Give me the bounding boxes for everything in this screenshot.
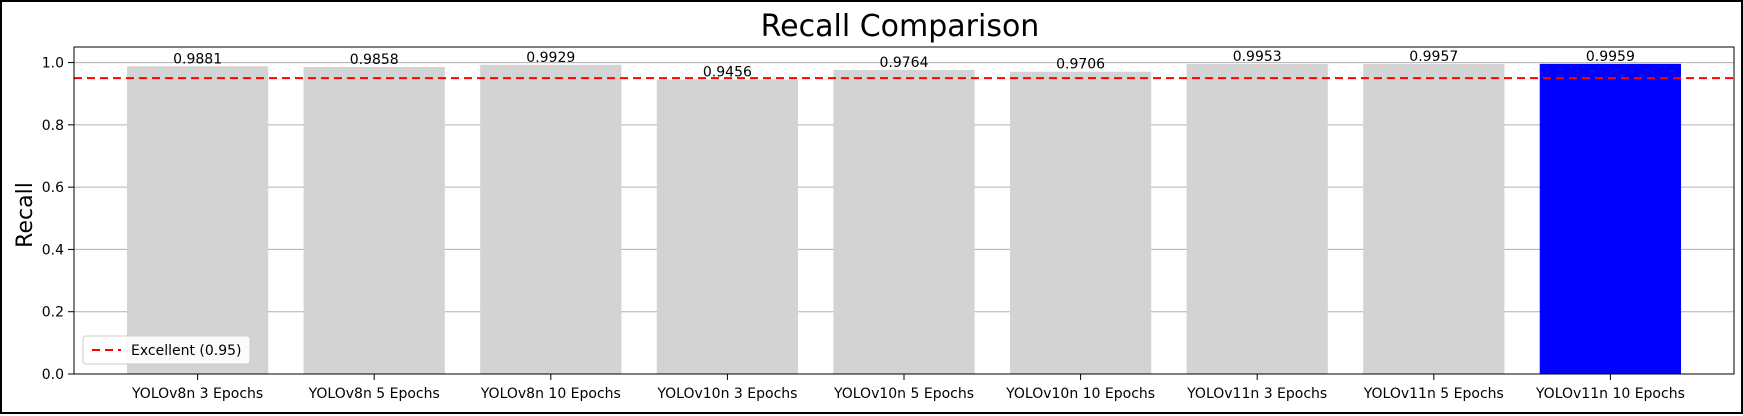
value-label: 0.9881	[173, 51, 222, 67]
bar	[833, 69, 975, 374]
value-label: 0.9953	[1233, 49, 1282, 65]
x-tick-label: YOLOv10n 5 Epochs	[833, 386, 974, 402]
value-label: 0.9929	[526, 50, 575, 66]
plot-frame	[73, 46, 1735, 375]
value-label: 0.9858	[350, 52, 399, 68]
legend-box	[82, 335, 251, 365]
legend-label: Excellent (0.95)	[131, 343, 242, 359]
bar	[303, 66, 445, 374]
y-tick-label: 0.0	[42, 367, 64, 383]
x-tick-label: YOLOv8n 5 Epochs	[308, 386, 440, 402]
value-label: 0.9764	[880, 55, 929, 71]
bar	[656, 79, 799, 374]
axes: 0.0 0.2 0.4 0.6 0.8 1.0 YOLOv8n 3 Epochs YOLOv8…	[42, 46, 1735, 402]
value-label: 0.9959	[1586, 49, 1635, 65]
x-tick-label: YOLOv8n 3 Epochs	[131, 386, 263, 402]
bar	[1009, 71, 1152, 375]
bar	[1186, 64, 1328, 374]
x-tick-label: YOLOv10n 10 Epochs	[1005, 386, 1155, 402]
x-tick-label: YOLOv11n 3 Epochs	[1186, 386, 1327, 402]
x-tick-label: YOLOv11n 5 Epochs	[1363, 386, 1504, 402]
bar	[1539, 63, 1682, 374]
y-tick-label: 0.8	[42, 118, 64, 134]
y-tick-label: 0.6	[42, 180, 64, 196]
bar	[126, 66, 269, 374]
y-tick-label: 1.0	[42, 56, 64, 72]
y-axis-label: Recall	[13, 182, 38, 248]
bar	[1363, 63, 1505, 374]
x-tick-label: YOLOv10n 3 Epochs	[656, 386, 797, 402]
value-label: 0.9456	[703, 65, 752, 81]
value-label: 0.9957	[1409, 49, 1458, 65]
x-tick-label: YOLOv8n 10 Epochs	[480, 386, 621, 402]
y-tick-label: 0.2	[42, 305, 64, 321]
x-tick-label: YOLOv11n 10 Epochs	[1535, 386, 1685, 402]
value-label: 0.9706	[1056, 57, 1105, 73]
chart-title: Recall Comparison	[761, 9, 1040, 44]
value-labels: 0.9881 0.9858 0.9929 0.9456 0.9764 0.9706 0.99…	[173, 49, 1635, 81]
legend: Excellent (0.95)	[82, 335, 251, 365]
y-tick-label: 0.4	[42, 242, 64, 258]
bar	[480, 64, 622, 375]
bars	[126, 63, 1682, 375]
